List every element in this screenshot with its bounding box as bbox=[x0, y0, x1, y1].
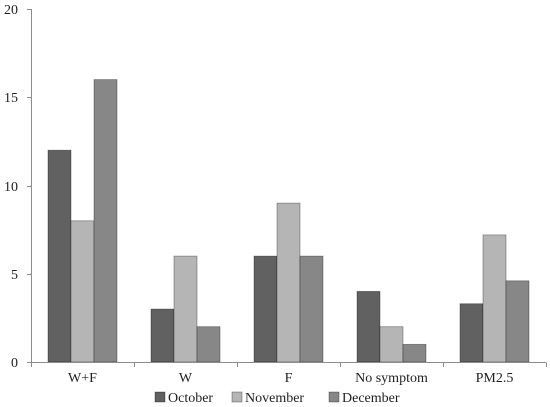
legend-item-november: November bbox=[231, 391, 304, 406]
y-tick-label: 20 bbox=[4, 3, 18, 18]
legend-swatch bbox=[154, 391, 166, 403]
legend-item-december: December bbox=[328, 391, 400, 406]
x-tick-label-f: F bbox=[285, 371, 293, 386]
x-tick-label-w-f: W+F bbox=[68, 371, 97, 386]
y-axis-ticks: 0 5 10 15 20 bbox=[4, 3, 32, 371]
bars-group bbox=[47, 79, 530, 363]
bar-october-w-f bbox=[47, 149, 72, 363]
x-axis-ticks: W+F W F No symptom PM2.5 bbox=[31, 362, 547, 386]
y-tick-label: 5 bbox=[11, 268, 18, 283]
legend-swatch bbox=[328, 391, 340, 403]
bar-october-w bbox=[150, 308, 175, 363]
bar-november-f bbox=[276, 202, 301, 363]
bar-october-f bbox=[253, 255, 278, 363]
x-tick-label-pm2-5: PM2.5 bbox=[476, 371, 514, 386]
bar-november-no-symptom bbox=[379, 326, 404, 363]
bar-november-pm2-5 bbox=[482, 234, 507, 363]
bar-december-pm2-5 bbox=[505, 280, 530, 363]
bar-december-f bbox=[299, 255, 324, 363]
bar-october-pm2-5 bbox=[459, 303, 484, 363]
x-tick-label-w: W bbox=[179, 371, 193, 386]
legend-label: October bbox=[168, 391, 213, 406]
bar-december-w bbox=[196, 326, 221, 363]
legend-swatch bbox=[231, 391, 243, 403]
bar-december-w-f bbox=[93, 79, 118, 363]
y-tick-label: 10 bbox=[4, 180, 18, 195]
x-tick-label-no-symptom: No symptom bbox=[355, 371, 428, 386]
bar-december-no-symptom bbox=[402, 343, 427, 363]
legend-label: November bbox=[245, 391, 304, 406]
y-tick-label: 0 bbox=[11, 356, 18, 371]
legend-label: December bbox=[342, 391, 400, 406]
y-tick-label: 15 bbox=[4, 91, 18, 106]
legend: October November December bbox=[154, 391, 400, 406]
bar-november-w-f bbox=[70, 220, 95, 363]
legend-item-october: October bbox=[154, 391, 213, 406]
bar-october-no-symptom bbox=[356, 290, 381, 363]
axes-group bbox=[31, 9, 546, 363]
bar-november-w bbox=[173, 255, 198, 363]
